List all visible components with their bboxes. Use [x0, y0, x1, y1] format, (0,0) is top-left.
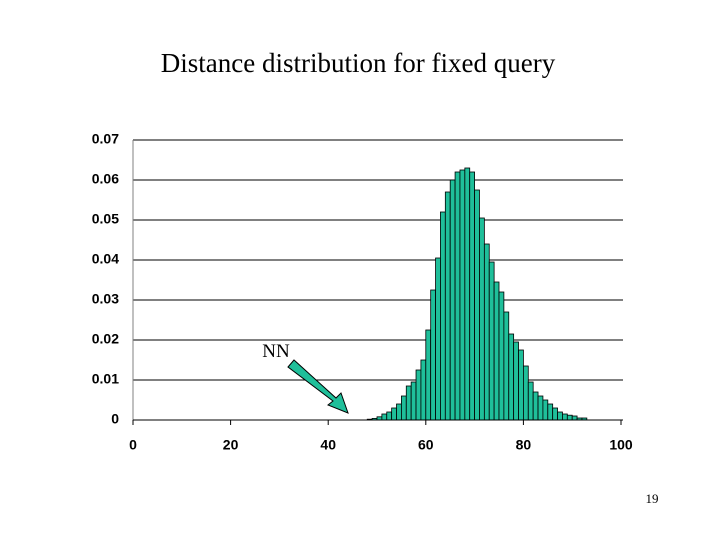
- histogram-bar: [410, 381, 417, 421]
- histogram-bar: [464, 167, 471, 421]
- histogram-bar: [483, 243, 490, 421]
- x-tick-label: 80: [516, 437, 532, 453]
- histogram-bar: [400, 395, 407, 421]
- histogram-bar: [391, 407, 397, 421]
- histogram-bar: [459, 169, 466, 421]
- histogram-bar: [449, 179, 456, 421]
- y-tick-label: 0.01: [92, 371, 119, 387]
- annotation: NN: [262, 341, 290, 362]
- histogram-bar: [474, 189, 480, 421]
- y-tick-label: 0.06: [92, 171, 119, 187]
- histogram-bar: [527, 381, 534, 421]
- histogram-bar: [552, 407, 558, 421]
- histogram-bar: [469, 171, 476, 421]
- arrow-shape: [287, 359, 349, 414]
- y-tick-label: 0.02: [92, 331, 119, 347]
- histogram-bar: [557, 411, 563, 421]
- x-tick-label: 20: [223, 437, 239, 453]
- y-tick-label: 0.05: [92, 211, 119, 227]
- histogram-bar: [444, 191, 451, 421]
- histogram-bar: [430, 289, 436, 421]
- histogram-bar: [513, 341, 519, 421]
- y-tick-label: 0.03: [92, 291, 119, 307]
- histogram-bar: [523, 365, 529, 421]
- histogram-bar: [435, 257, 441, 421]
- histogram-bar: [386, 411, 393, 421]
- histogram-bar: [537, 395, 544, 421]
- histogram-bar: [532, 391, 539, 421]
- y-tick-label: 0.07: [92, 131, 119, 147]
- histogram-bar: [415, 369, 422, 421]
- x-tick-label: 40: [320, 437, 336, 453]
- histogram-bar: [405, 385, 412, 421]
- histogram-bar: [566, 414, 573, 421]
- histogram-bar: [479, 217, 485, 421]
- histogram-bar: [454, 171, 461, 421]
- histogram-bar: [542, 399, 549, 421]
- histogram-bar: [571, 415, 578, 421]
- histogram-bar: [518, 349, 524, 421]
- y-tick-label: 0.04: [92, 251, 119, 267]
- histogram-bar: [396, 403, 402, 421]
- histogram-bar: [420, 359, 427, 421]
- annotation-arrow: [287, 359, 349, 414]
- histogram-bar: [493, 281, 500, 421]
- page-number: 19: [646, 491, 659, 506]
- histogram-bar: [381, 413, 388, 421]
- histogram-bar: [562, 413, 568, 421]
- x-tick-label: 60: [418, 437, 434, 453]
- histogram-bar: [508, 333, 515, 421]
- histogram-bar: [440, 211, 446, 421]
- histogram-bar: [547, 403, 554, 421]
- chart-title: Distance distribution for fixed query: [161, 48, 556, 78]
- x-tick-label: 0: [129, 437, 137, 453]
- histogram-bar: [425, 329, 432, 421]
- histogram-bar: [488, 261, 495, 421]
- y-tick-label: 0: [111, 411, 119, 427]
- x-tick-label: 100: [609, 437, 633, 453]
- histogram-bar: [498, 291, 505, 421]
- histogram-bar: [503, 311, 510, 421]
